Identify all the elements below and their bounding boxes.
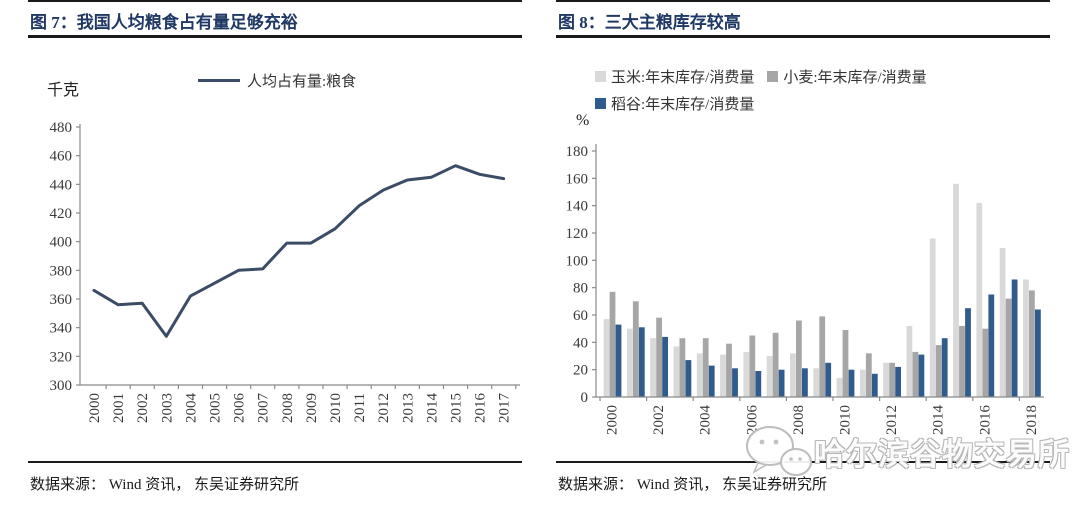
legend-corn-swatch: [595, 71, 606, 82]
bottom-rule-left: [28, 461, 522, 463]
svg-text:2006: 2006: [232, 393, 248, 424]
top-rule-right: [556, 0, 1050, 2]
source-left: 数据来源： Wind 资讯， 东吴证券研究所: [30, 477, 299, 493]
source-right: 数据来源： Wind 资讯， 东吴证券研究所: [558, 477, 827, 493]
svg-text:2015: 2015: [449, 393, 465, 423]
bar-series-0: [603, 183, 1029, 397]
legend-corn-label: 玉米:年末库存/消费量: [611, 70, 755, 86]
svg-text:2001: 2001: [111, 393, 127, 423]
svg-text:300: 300: [50, 378, 73, 394]
svg-text:2016: 2016: [473, 392, 489, 423]
title-rule-right: [556, 35, 1050, 38]
svg-text:180: 180: [566, 144, 589, 160]
svg-text:420: 420: [50, 206, 73, 222]
bar-series-2: [615, 279, 1041, 397]
svg-text:340: 340: [50, 321, 73, 337]
svg-text:80: 80: [573, 281, 588, 297]
svg-text:320: 320: [50, 349, 73, 365]
svg-text:2002: 2002: [135, 393, 151, 423]
svg-text:2004: 2004: [183, 393, 199, 424]
svg-text:2008: 2008: [280, 393, 296, 423]
svg-text:160: 160: [566, 171, 589, 187]
legend-wheat-swatch: [767, 71, 779, 82]
svg-text:2005: 2005: [208, 393, 224, 423]
svg-text:40: 40: [573, 335, 588, 351]
svg-text:2013: 2013: [400, 393, 416, 423]
line-chart: 300 320 340 360 380 400 420 440 460 480 2000 2001 20…: [50, 120, 520, 424]
line-series-grain: [92, 164, 506, 338]
legend-line-sample: [198, 79, 240, 82]
legend-rice-swatch: [595, 98, 606, 109]
svg-text:2014: 2014: [424, 393, 440, 424]
svg-text:2017: 2017: [497, 393, 513, 424]
title-rule-left: [28, 35, 522, 38]
svg-text:460: 460: [50, 149, 73, 165]
y-axis-unit-right: %: [576, 112, 590, 129]
svg-text:2008: 2008: [791, 405, 807, 435]
legend-rice-label: 稻谷:年末库存/消费量: [611, 97, 755, 113]
svg-text:380: 380: [50, 263, 73, 279]
svg-text:20: 20: [573, 363, 588, 379]
svg-text:2009: 2009: [304, 393, 320, 423]
svg-text:400: 400: [50, 235, 73, 251]
svg-text:2002: 2002: [651, 405, 667, 435]
svg-text:2018: 2018: [1024, 405, 1040, 435]
svg-text:2014: 2014: [931, 405, 947, 436]
bar-chart: 0 20 40 60 80 100 120 140 160 180 2000 2002 2004 2006…: [566, 144, 1044, 436]
svg-text:2016: 2016: [977, 405, 993, 436]
svg-text:2007: 2007: [256, 393, 272, 424]
svg-text:2011: 2011: [352, 393, 368, 422]
svg-text:440: 440: [50, 177, 73, 193]
y-axis-unit-left: 千克: [47, 82, 80, 99]
svg-text:2004: 2004: [698, 405, 714, 436]
top-rule-left: [28, 0, 522, 2]
bar-chart-legend-row1: 玉米:年末库存/消费量 小麦:年末库存/消费量: [595, 66, 935, 87]
svg-text:2012: 2012: [884, 405, 900, 435]
legend-line-label: 人均占有量:粮食: [247, 74, 357, 90]
line-chart-legend: 人均占有量:粮食: [198, 70, 356, 91]
svg-text:100: 100: [566, 253, 589, 269]
bar-chart-legend-row2: 稻谷:年末库存/消费量: [595, 93, 762, 114]
svg-text:2000: 2000: [605, 405, 621, 435]
svg-text:2010: 2010: [328, 393, 344, 423]
svg-text:140: 140: [566, 199, 589, 215]
figure8-title: 图 8：三大主粮库存较高: [558, 13, 741, 32]
svg-text:480: 480: [50, 120, 73, 136]
figure7-title: 图 7：我国人均粮食占有量足够充裕: [30, 13, 298, 32]
legend-wheat-label: 小麦:年末库存/消费量: [783, 70, 927, 86]
svg-text:60: 60: [573, 308, 588, 324]
svg-text:2012: 2012: [376, 393, 392, 423]
svg-text:2010: 2010: [838, 405, 854, 435]
svg-text:2006: 2006: [744, 405, 760, 436]
svg-text:0: 0: [581, 390, 589, 406]
bar-series-1: [609, 290, 1035, 397]
svg-text:360: 360: [50, 292, 73, 308]
svg-text:120: 120: [566, 226, 589, 242]
svg-text:2000: 2000: [87, 393, 103, 423]
svg-text:2003: 2003: [159, 393, 175, 423]
